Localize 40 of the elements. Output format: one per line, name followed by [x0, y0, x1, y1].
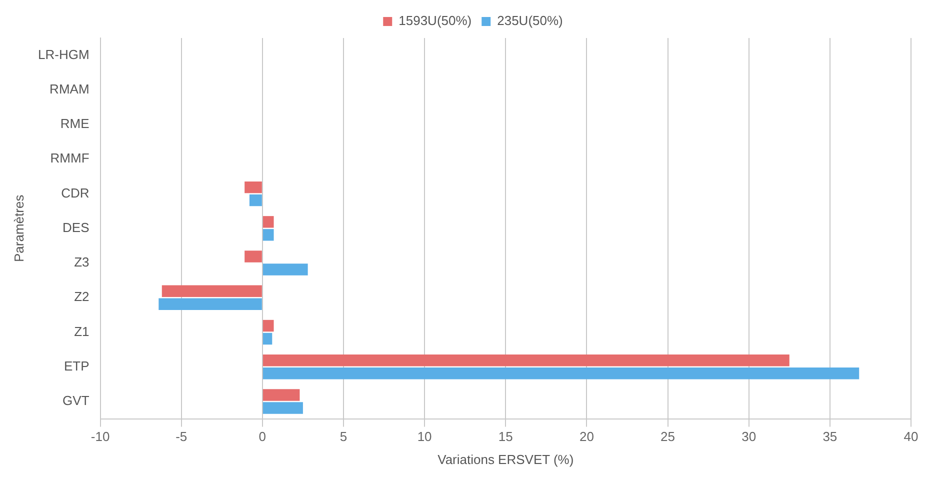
y-tick-label: RME	[60, 116, 90, 132]
y-tick-label: GVT	[62, 393, 90, 408]
bar	[244, 250, 262, 262]
bar	[262, 332, 272, 345]
y-tick-label: LR-HGM	[38, 46, 90, 62]
y-tick-label: RMAM	[50, 82, 90, 97]
legend-label: 1593U(50%)	[398, 13, 472, 28]
bar	[244, 181, 262, 194]
bar	[262, 389, 300, 401]
y-tick-label: DES	[62, 220, 90, 235]
x-tick-label: 40	[904, 429, 918, 444]
x-tick-label: 30	[742, 429, 756, 444]
x-tick-label: 35	[822, 429, 838, 444]
x-tick-label: 25	[660, 429, 676, 444]
bar	[262, 229, 274, 241]
x-axis-title: Variations ERSVET (%)	[438, 452, 574, 467]
y-tick-label: ETP	[64, 358, 90, 374]
bar	[158, 298, 262, 310]
bar	[262, 320, 274, 332]
bar	[249, 194, 262, 206]
bar	[262, 216, 274, 228]
bar	[262, 368, 860, 380]
bar	[262, 354, 790, 366]
y-axis-title: Paramètres	[12, 194, 27, 262]
bar	[262, 264, 308, 276]
x-tick-label: 15	[498, 429, 513, 444]
legend-label: 235U(50%)	[497, 13, 563, 28]
y-tick-label: Z2	[74, 289, 90, 304]
bar	[262, 402, 303, 414]
y-tick-label: Z3	[74, 254, 90, 270]
bar	[162, 285, 262, 297]
x-tick-label: 20	[579, 429, 594, 444]
y-tick-label: RMMF	[50, 150, 90, 166]
x-tick-label: -5	[176, 429, 188, 444]
x-tick-label: 10	[417, 429, 432, 444]
x-tick-label: -10	[90, 429, 110, 444]
y-tick-label: CDR	[61, 185, 90, 200]
x-tick-label: 0	[258, 429, 266, 444]
x-tick-label: 5	[340, 429, 348, 444]
y-tick-label: Z1	[74, 324, 90, 339]
